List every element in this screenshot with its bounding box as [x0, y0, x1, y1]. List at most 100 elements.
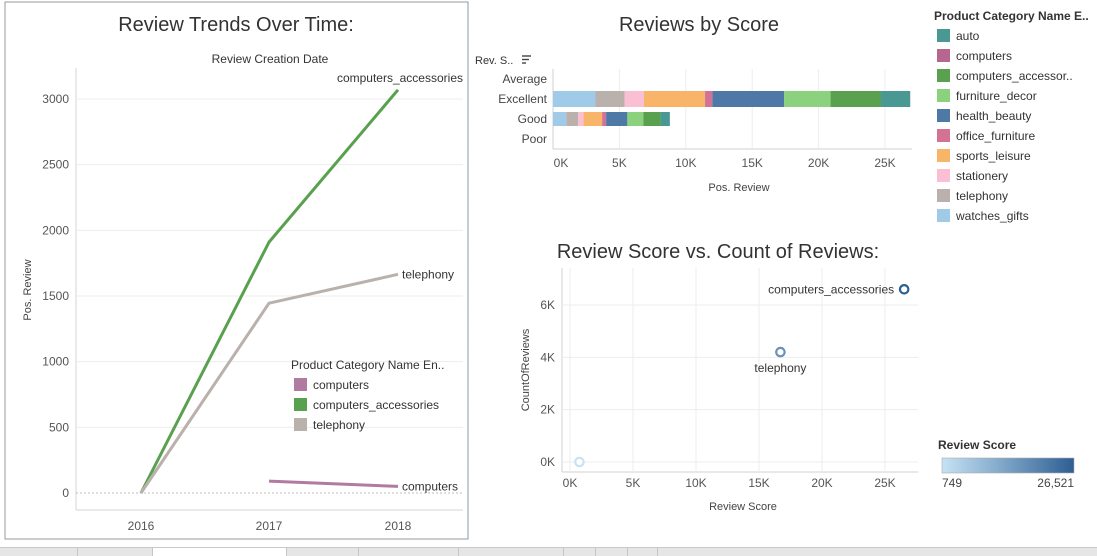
sort-descending-icon[interactable]	[522, 55, 531, 64]
color-legend-min: 749	[942, 476, 962, 490]
bar-segment-telephony	[566, 112, 579, 126]
bar-segment-furniture_decor	[627, 112, 644, 126]
x-tick-label: 20K	[808, 156, 829, 170]
series-end-label: computers	[402, 479, 458, 493]
legend-item-label: furniture_decor	[956, 89, 1037, 103]
series-end-label: telephony	[402, 267, 454, 281]
scatter-point	[775, 346, 786, 358]
line-chart-y-axis: 0 500 1000 1500 2000 2500 3000	[42, 92, 69, 500]
legend-item-label: computers_accessor..	[956, 69, 1073, 83]
legend-swatch	[937, 89, 950, 102]
bar-chart[interactable]: Reviews by Score Rev. S.. Average Excelle…	[475, 14, 912, 194]
point-label: computers_accessories	[768, 282, 894, 296]
legend-swatch	[937, 129, 950, 142]
x-tick-label: 5K	[626, 476, 641, 490]
y-tick-label: 0	[62, 486, 69, 500]
bar-segment-furniture_decor	[784, 91, 831, 107]
x-tick-label: 0K	[563, 476, 578, 490]
line-chart-series	[139, 88, 400, 494]
color-legend-max: 26,521	[1037, 476, 1074, 490]
bar-chart-xlabel: Pos. Review	[708, 182, 769, 194]
legend-item-label: computers_accessories	[313, 398, 439, 412]
legend-swatch	[937, 189, 950, 202]
line-chart[interactable]: Review Trends Over Time: Review Creation…	[22, 14, 463, 533]
sheet-tab[interactable]	[459, 548, 564, 556]
legend-swatch	[294, 378, 307, 391]
scatter-chart-y-axis: 0K 2K 4K 6K	[540, 298, 555, 469]
legend-item-label: sports_leisure	[956, 149, 1031, 163]
line-chart-frame	[4, 1, 469, 540]
line-chart-ylabel: Pos. Review	[22, 259, 34, 320]
scatter-chart-points: computers_accessories telephony	[574, 282, 910, 468]
row-label: Average	[503, 72, 548, 86]
bar-segment-office_furniture	[705, 91, 713, 107]
bar-segment-watches_gifts	[553, 91, 596, 107]
category-legend-title: Product Category Name E..	[934, 9, 1089, 23]
sheet-tab[interactable]	[0, 548, 78, 556]
legend-item-label: stationery	[956, 169, 1008, 183]
scatter-chart-ylabel: CountOfReviews	[520, 328, 532, 411]
bar-chart-bars	[553, 91, 911, 126]
line-chart-title: Review Trends Over Time:	[118, 14, 354, 36]
sheet-tab[interactable]	[359, 548, 459, 556]
line-legend-title: Product Category Name En..	[291, 358, 444, 372]
scatter-chart-x-axis: 0K 5K 10K 15K 20K 25K	[563, 476, 896, 490]
line-series-computers_accessories	[139, 88, 400, 494]
bar-segment-health_beauty	[606, 112, 628, 126]
sheet-tab-active[interactable]	[153, 548, 287, 556]
bar-segment-sports_leisure	[583, 112, 603, 126]
line-chart-legend[interactable]: Product Category Name En.. computers compu…	[291, 358, 444, 432]
legend-swatch	[294, 398, 307, 411]
bar-segment-stationery	[624, 91, 644, 107]
legend-swatch	[937, 29, 950, 42]
bar-chart-grid	[552, 69, 912, 150]
scatter-chart[interactable]: Review Score vs. Count of Reviews: Count…	[520, 241, 918, 513]
y-tick-label: 500	[49, 420, 69, 434]
bar-segment-auto	[881, 91, 911, 107]
line-chart-x-axis: 2016 2017 2018	[128, 519, 412, 533]
row-label: Good	[518, 112, 547, 126]
x-tick-label: 20K	[811, 476, 832, 490]
line-chart-end-labels: computers_accessories telephony computers	[337, 71, 463, 493]
x-tick-label: 2017	[256, 519, 283, 533]
row-label: Excellent	[498, 92, 547, 106]
sheet-tab[interactable]	[596, 548, 628, 556]
scatter-chart-xlabel: Review Score	[709, 501, 777, 513]
line-chart-grid	[75, 68, 463, 511]
y-tick-label: 2K	[540, 403, 555, 417]
x-tick-label: 15K	[748, 476, 769, 490]
sheet-tab[interactable]	[287, 548, 359, 556]
x-tick-label: 2018	[385, 519, 412, 533]
bar-segment-health_beauty	[712, 91, 785, 107]
x-tick-label: 2016	[128, 519, 155, 533]
scatter-point	[898, 283, 910, 295]
legend-swatch	[937, 69, 950, 82]
x-tick-label: 25K	[874, 156, 895, 170]
x-tick-label: 5K	[612, 156, 627, 170]
bar-segment-telephony	[595, 91, 625, 107]
bar-segment-computers_accessories	[830, 91, 882, 107]
legend-swatch	[937, 149, 950, 162]
sheet-tab[interactable]	[78, 548, 153, 556]
x-tick-label: 10K	[685, 476, 706, 490]
x-tick-label: 10K	[675, 156, 696, 170]
y-tick-label: 2000	[42, 223, 69, 237]
review-score-color-legend[interactable]: Review Score 749 26,521	[938, 438, 1074, 490]
bar-chart-title: Reviews by Score	[619, 14, 779, 36]
color-legend-title: Review Score	[938, 438, 1016, 452]
sheet-tab[interactable]	[628, 548, 658, 556]
sheet-tab[interactable]	[564, 548, 596, 556]
legend-swatch	[937, 49, 950, 62]
legend-item-label: computers	[313, 378, 369, 392]
x-tick-label: 0K	[554, 156, 569, 170]
bar-segment-office_furniture	[602, 112, 607, 126]
legend-item-label: watches_gifts	[955, 209, 1029, 223]
scatter-chart-grid	[561, 268, 918, 473]
category-legend[interactable]: Product Category Name E.. auto computers c…	[934, 9, 1089, 223]
y-tick-label: 1000	[42, 355, 69, 369]
legend-item-label: computers	[956, 49, 1012, 63]
bar-segment-watches_gifts	[553, 112, 567, 126]
y-tick-label: 4K	[540, 350, 555, 364]
bar-segment-auto	[660, 112, 670, 126]
